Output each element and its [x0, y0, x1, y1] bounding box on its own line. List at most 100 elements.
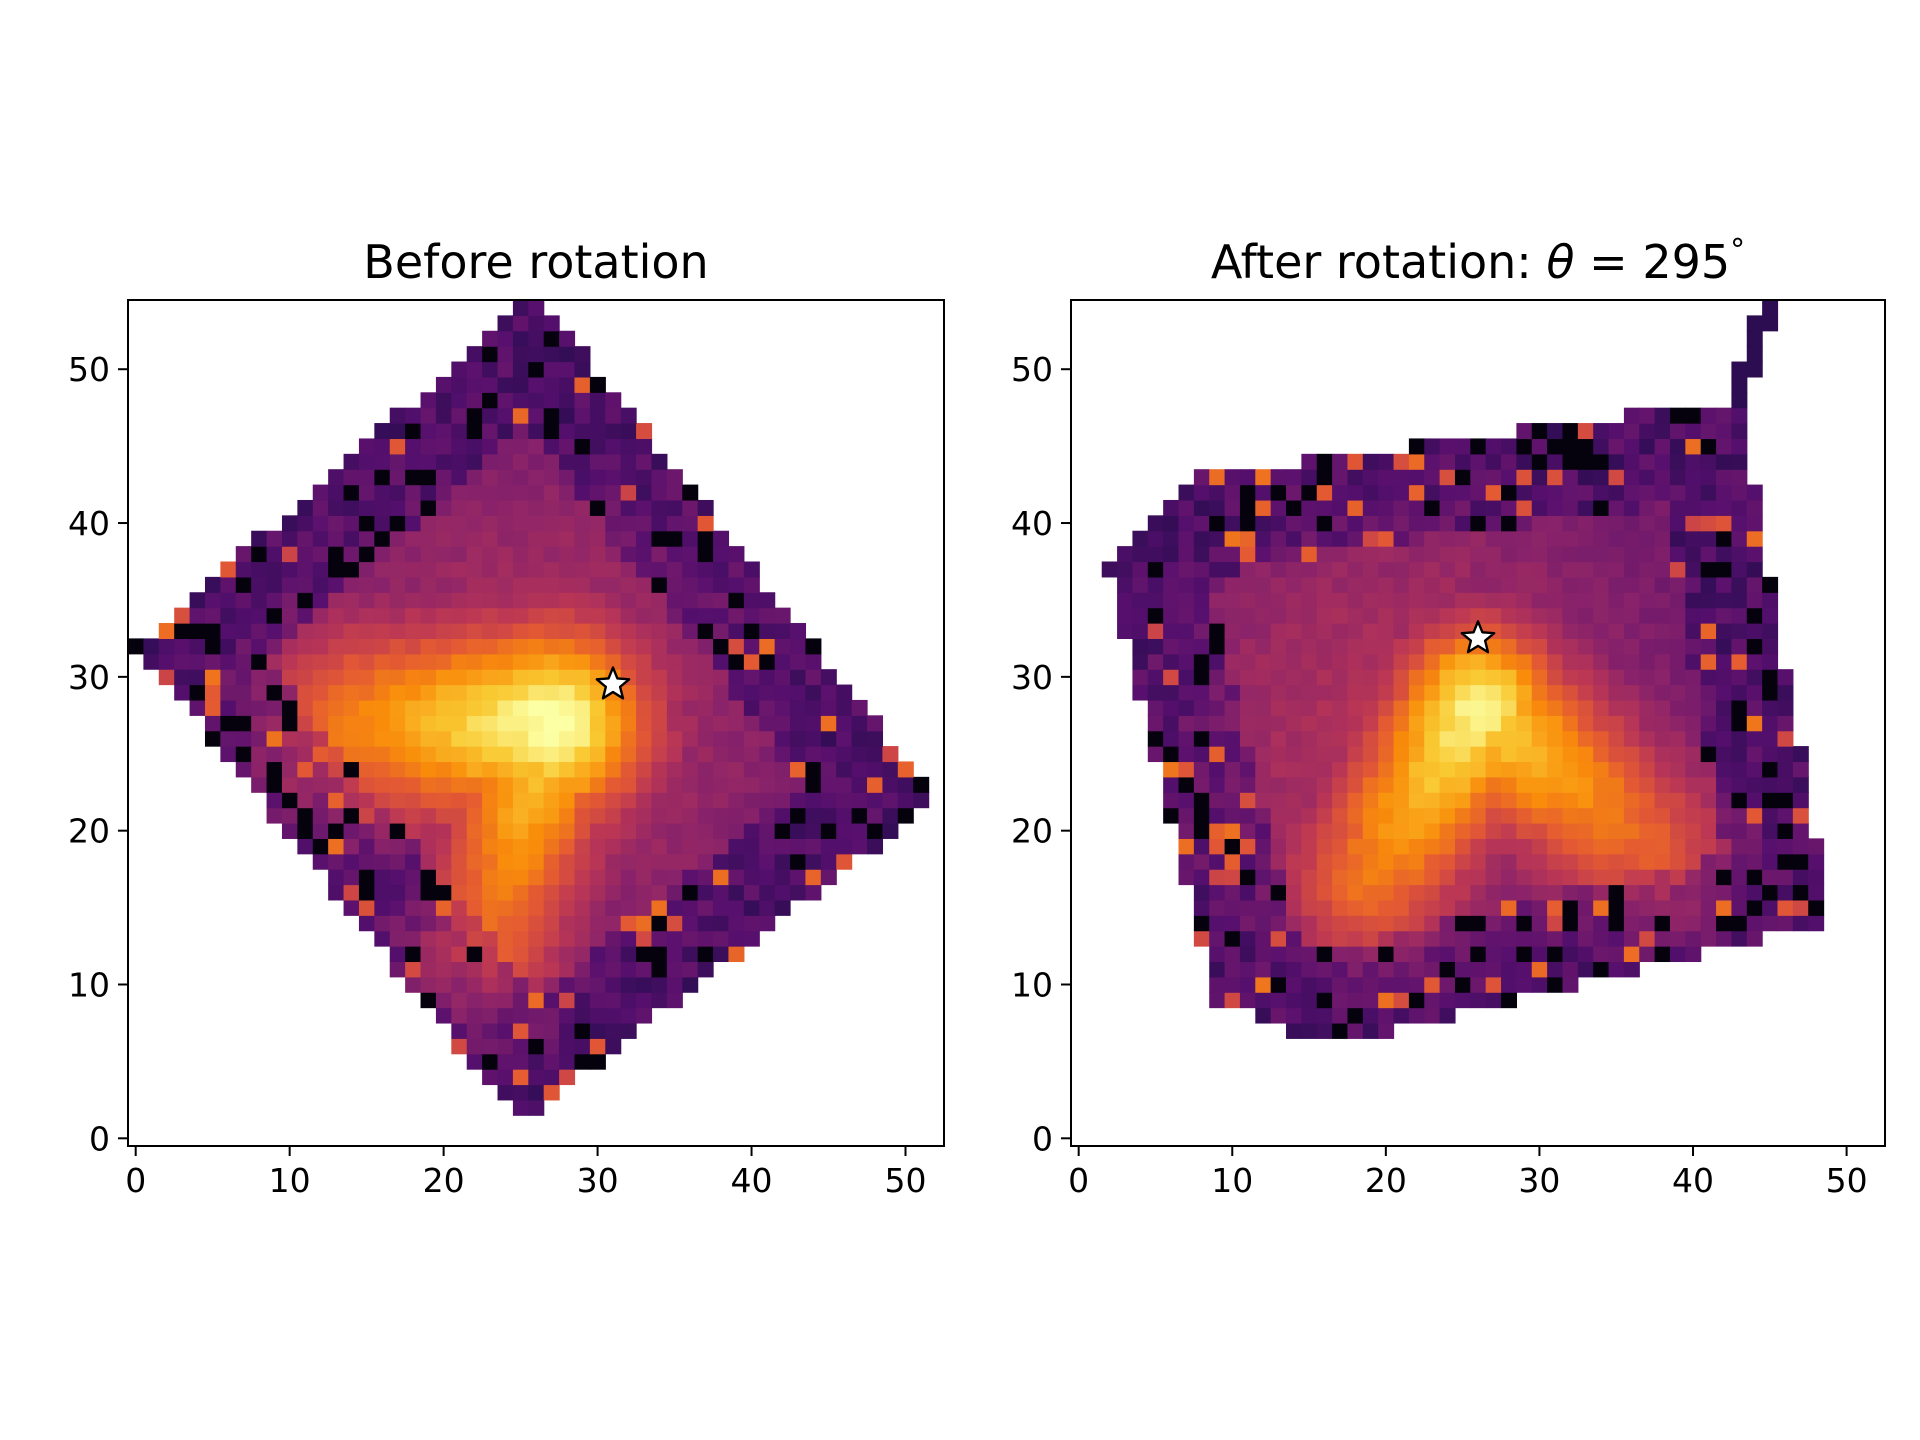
heatmap-cell	[235, 730, 252, 747]
heatmap-cell	[374, 853, 391, 870]
heatmap-cell	[620, 807, 637, 824]
heatmap-cell	[297, 576, 314, 593]
heatmap-cell	[435, 607, 452, 624]
heatmap-cell	[1454, 546, 1471, 563]
heatmap-cell	[1270, 669, 1287, 686]
heatmap-cell	[1286, 561, 1302, 578]
heatmap-cell	[528, 1084, 545, 1101]
heatmap-cell	[1501, 853, 1517, 870]
heatmap-cell	[343, 561, 360, 578]
heatmap-cell	[1623, 638, 1640, 655]
heatmap-cell	[1301, 930, 1318, 947]
heatmap-cell	[482, 899, 499, 916]
heatmap-cell	[482, 1053, 499, 1070]
heatmap-cell	[312, 838, 329, 855]
heatmap-cell	[759, 899, 776, 916]
heatmap-cell	[728, 592, 745, 609]
heatmap-cell	[482, 638, 499, 655]
heatmap-cell	[343, 792, 360, 809]
heatmap-cell	[1654, 884, 1671, 901]
heatmap-cell	[1470, 761, 1487, 778]
heatmap-cell	[589, 438, 606, 455]
heatmap-cell	[790, 822, 807, 839]
heatmap-cell	[466, 884, 483, 901]
heatmap-cell	[1362, 976, 1379, 993]
heatmap-cell	[1777, 730, 1794, 747]
heatmap-cell	[1193, 484, 1210, 501]
heatmap-cell	[1301, 792, 1318, 809]
heatmap-cell	[328, 853, 345, 870]
heatmap-cell	[1332, 638, 1349, 655]
heatmap-cell	[1516, 638, 1533, 655]
heatmap-cell	[1316, 469, 1333, 486]
heatmap-cell	[1147, 592, 1164, 609]
heatmap-cell	[1547, 438, 1564, 455]
heatmap-cell	[1562, 546, 1579, 563]
heatmap-cell	[405, 438, 422, 455]
heatmap-cell	[1408, 869, 1425, 886]
heatmap-cell	[389, 746, 406, 763]
heatmap-cell	[1347, 961, 1364, 978]
heatmap-cell	[1685, 638, 1702, 655]
heatmap-cell	[1408, 653, 1425, 670]
heatmap-cell	[636, 576, 653, 593]
heatmap-cell	[1255, 730, 1272, 747]
heatmap-cell	[636, 822, 653, 839]
heatmap-cell	[1408, 669, 1425, 686]
heatmap-cell	[1700, 807, 1717, 824]
heatmap-cell	[1316, 930, 1333, 947]
heatmap-cell	[281, 699, 298, 716]
heatmap-cell	[1562, 792, 1579, 809]
heatmap-cell	[420, 853, 437, 870]
heatmap-cell	[528, 776, 545, 793]
heatmap-cell	[1424, 561, 1441, 578]
heatmap-cell	[1562, 807, 1579, 824]
heatmap-cell	[1623, 822, 1640, 839]
heatmap-cell	[1623, 853, 1640, 870]
heatmap-cell	[666, 946, 683, 963]
heatmap-cell	[482, 453, 499, 470]
heatmap-cell	[651, 484, 668, 501]
heatmap-cell	[713, 561, 730, 578]
heatmap-cell	[1193, 853, 1210, 870]
heatmap-cell	[697, 576, 714, 593]
heatmap-cell	[1378, 838, 1395, 855]
heatmap-cell	[358, 561, 375, 578]
heatmap-cell	[1577, 838, 1594, 855]
heatmap-cell	[1393, 930, 1410, 947]
heatmap-cell	[297, 822, 314, 839]
heatmap-cell	[374, 453, 391, 470]
heatmap-cell	[682, 530, 699, 547]
heatmap-cell	[1286, 730, 1302, 747]
heatmap-cell	[1347, 515, 1364, 532]
heatmap-cell	[343, 869, 360, 886]
heatmap-cell	[1362, 730, 1379, 747]
heatmap-cell	[1623, 899, 1640, 916]
heatmap-cell	[666, 515, 683, 532]
heatmap-cell	[451, 930, 468, 947]
heatmap-cell	[1255, 699, 1272, 716]
heatmap-cell	[605, 438, 622, 455]
heatmap-cell	[497, 638, 514, 655]
heatmap-cell	[1408, 792, 1425, 809]
heatmap-cell	[451, 576, 468, 593]
heatmap-cell	[281, 653, 298, 670]
heatmap-cell	[620, 961, 637, 978]
heatmap-cell	[451, 899, 468, 916]
heatmap-cell	[651, 930, 668, 947]
heatmap-cell	[728, 699, 745, 716]
heatmap-cell	[651, 869, 668, 886]
heatmap-cell	[1393, 961, 1410, 978]
heatmap-cell	[728, 930, 745, 947]
heatmap-cell	[743, 592, 760, 609]
heatmap-cell	[1685, 946, 1702, 963]
heatmap-cell	[1378, 561, 1395, 578]
heatmap-cell	[528, 530, 545, 547]
heatmap-cell	[1424, 684, 1441, 701]
heatmap-cell	[374, 730, 391, 747]
heatmap-cell	[512, 1069, 529, 1086]
heatmap-cell	[1746, 346, 1763, 363]
heatmap-cell	[559, 546, 576, 563]
heatmap-cell	[343, 807, 360, 824]
heatmap-cell	[759, 623, 776, 639]
